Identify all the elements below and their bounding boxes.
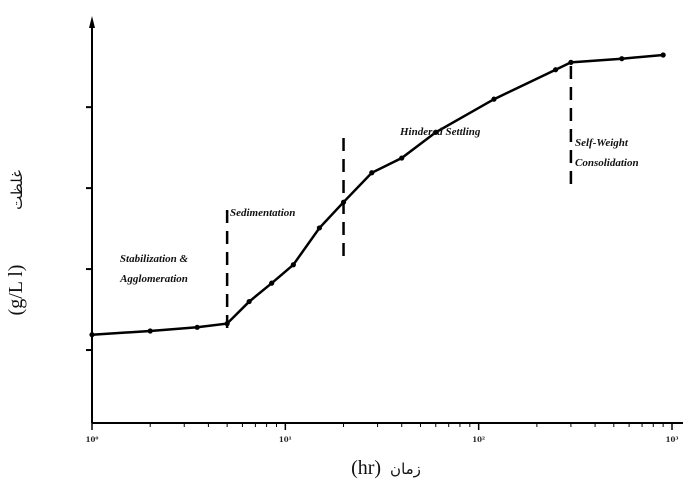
region-label-line2: Agglomeration bbox=[119, 273, 188, 285]
data-point bbox=[340, 199, 347, 205]
region-label: Self-Weight bbox=[575, 137, 629, 149]
data-point bbox=[553, 67, 559, 73]
region-dividers bbox=[225, 66, 573, 335]
data-point bbox=[491, 96, 497, 102]
data-point bbox=[316, 225, 322, 231]
data-point bbox=[290, 262, 296, 268]
region-label-line2: Consolidation bbox=[575, 157, 639, 169]
region-label: Stabilization & bbox=[120, 253, 189, 265]
x-axis-title-text: زمان bbox=[390, 460, 421, 478]
data-point bbox=[568, 59, 574, 65]
x-axis-title: (hr) زمان bbox=[351, 457, 421, 479]
data-point bbox=[399, 155, 405, 161]
x-axis-title-unit: (hr) bbox=[351, 457, 381, 479]
region-labels: Stabilization & Agglomeration Sedimentatio… bbox=[119, 126, 639, 285]
y-axis-title-text: غلظت bbox=[8, 170, 26, 210]
y-axis-title-unit: (g/L l) bbox=[5, 265, 27, 316]
data-point bbox=[89, 332, 95, 338]
data-point bbox=[619, 56, 625, 62]
y-ticks bbox=[86, 106, 92, 352]
data-point bbox=[147, 328, 153, 334]
data-point bbox=[224, 321, 230, 327]
y-axis-title: (g/L l) غلظت bbox=[5, 170, 27, 316]
data-point bbox=[369, 170, 375, 176]
region-label: Sedimentation bbox=[230, 207, 295, 219]
x-ticks: 10⁰ 10¹ 10² 10³ bbox=[86, 423, 679, 444]
x-tick-label: 10¹ bbox=[279, 435, 292, 444]
axes bbox=[89, 16, 683, 424]
series-line bbox=[91, 53, 664, 336]
data-point bbox=[269, 280, 275, 286]
data-point bbox=[194, 324, 200, 330]
data-series bbox=[89, 52, 666, 338]
data-point bbox=[660, 52, 666, 58]
y-axis-arrow bbox=[89, 16, 95, 28]
x-tick-label: 10² bbox=[472, 435, 485, 444]
data-point bbox=[246, 298, 252, 305]
region-label: Hindered Settling bbox=[399, 126, 481, 138]
x-tick-label: 10⁰ bbox=[86, 435, 99, 444]
x-tick-label: 10³ bbox=[666, 435, 679, 444]
data-point bbox=[433, 129, 439, 135]
